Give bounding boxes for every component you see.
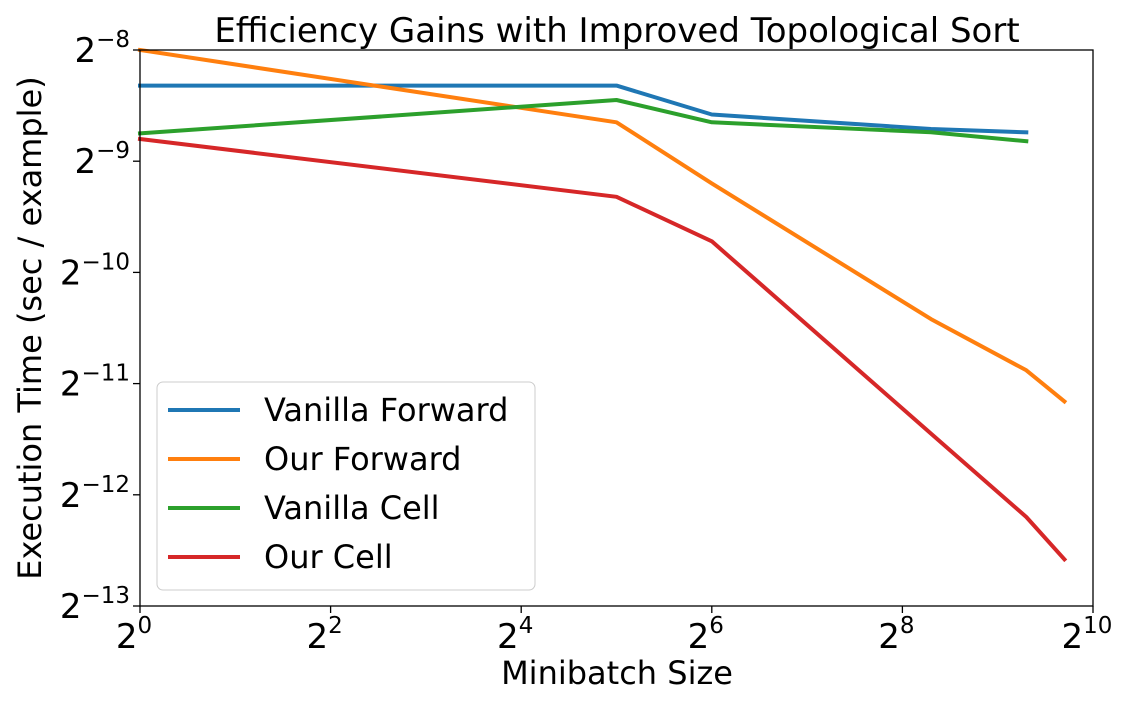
legend-label-vanilla-forward: Vanilla Forward xyxy=(264,391,508,429)
series-line-vanilla-forward xyxy=(138,83,1029,135)
legend-box xyxy=(156,381,536,591)
x-tick-label: 20 xyxy=(116,613,152,657)
legend-label-our-cell: Our Cell xyxy=(264,538,393,576)
plot-frame xyxy=(139,49,1094,607)
x-axis-label: Minibatch Size xyxy=(501,654,733,692)
y-tick-label: 2−11 xyxy=(60,361,130,405)
legend: Vanilla Forward Our Forward Vanilla Cell Ou… xyxy=(156,381,536,591)
y-axis-label: Execution Time (sec / example) xyxy=(11,76,49,579)
chart-title: Efficiency Gains with Improved Topologic… xyxy=(214,11,1019,51)
x-tick-label: 28 xyxy=(878,613,914,657)
y-tick-label: 2−13 xyxy=(60,583,130,627)
y-axis-ticks: 2−8 2−9 2−10 2−11 2−12 2−13 xyxy=(60,27,140,627)
y-tick-label: 2−9 xyxy=(74,138,130,182)
series-line-our-cell xyxy=(137,136,1068,563)
legend-label-our-forward: Our Forward xyxy=(264,440,461,478)
x-tick-label: 24 xyxy=(497,613,533,657)
x-tick-label: 210 xyxy=(1062,613,1113,657)
x-tick-label: 22 xyxy=(306,613,342,657)
y-tick-label: 2−8 xyxy=(74,27,130,71)
y-tick-label: 2−10 xyxy=(60,249,130,293)
x-axis-ticks: 20 22 24 26 28 210 xyxy=(116,606,1113,657)
y-tick-label: 2−12 xyxy=(60,472,130,516)
series-line-vanilla-cell xyxy=(137,98,1029,144)
series-lines xyxy=(137,47,1068,563)
legend-label-vanilla-cell: Vanilla Cell xyxy=(264,489,440,527)
series-line-our-forward xyxy=(137,47,1068,405)
x-tick-label: 26 xyxy=(688,613,724,657)
